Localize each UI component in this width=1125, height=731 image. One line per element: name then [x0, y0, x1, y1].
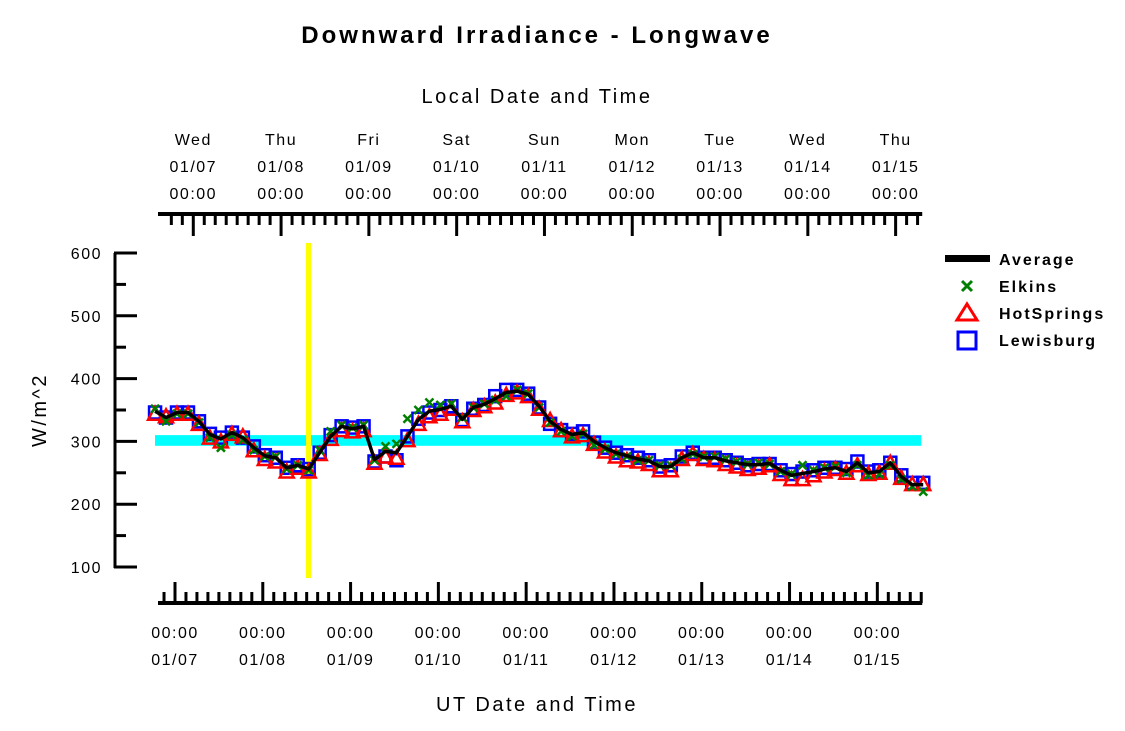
- data-point-elkins: [852, 460, 863, 471]
- legend-label: Average: [999, 252, 1076, 269]
- plot-area: [145, 382, 933, 497]
- top-tick-day: Fri: [357, 132, 380, 149]
- data-point-hotsprings: [354, 420, 373, 438]
- top-tick-date: 01/10: [433, 159, 481, 176]
- bottom-tick-date: 01/13: [678, 652, 726, 669]
- top-axis-label: Local Date and Time: [422, 86, 653, 108]
- data-point-hotsprings: [321, 429, 340, 447]
- top-tick-day: Tue: [704, 132, 735, 149]
- data-point-hotsprings: [793, 469, 812, 487]
- data-point-elkins: [797, 460, 808, 471]
- y-tick-label: 500: [71, 309, 102, 326]
- legend-x-icon: [960, 279, 974, 293]
- data-point-hotsprings: [299, 461, 318, 479]
- y-tick-label: 100: [71, 560, 102, 577]
- top-tick-date: 01/15: [872, 159, 920, 176]
- bottom-tick-date: 01/14: [766, 652, 814, 669]
- top-tick-day: Sat: [442, 132, 471, 149]
- data-point-hotsprings: [738, 459, 757, 477]
- top-tick-date: 01/11: [521, 159, 567, 176]
- data-point-lewisburg: [575, 424, 591, 439]
- top-tick-time: 00:00: [433, 186, 481, 203]
- top-tick-day: Thu: [265, 132, 297, 149]
- top-tick-time: 00:00: [521, 186, 569, 203]
- data-point-lewisburg: [246, 439, 262, 454]
- data-point-elkins: [402, 413, 413, 424]
- y-tick-label: 300: [71, 434, 102, 451]
- data-point-hotsprings: [387, 448, 406, 465]
- y-tick-label: 200: [71, 497, 102, 514]
- bottom-tick-date: 01/08: [239, 652, 287, 669]
- data-point-hotsprings: [749, 458, 768, 476]
- top-tick-day: Sun: [528, 132, 561, 149]
- data-point-elkins: [216, 442, 226, 453]
- top-tick-time: 00:00: [345, 186, 393, 203]
- data-point-elkins: [918, 486, 929, 497]
- top-tick-time: 00:00: [257, 186, 305, 203]
- reference-band-layer: [155, 243, 922, 578]
- bottom-tick-time: 00:00: [239, 625, 287, 642]
- top-tick-date: 01/08: [257, 159, 305, 176]
- y-tick-label: 600: [71, 246, 102, 263]
- top-tick-date: 01/14: [784, 159, 832, 176]
- series-line-average: [154, 389, 924, 487]
- bottom-tick-time: 00:00: [678, 625, 726, 642]
- top-tick-time: 00:00: [784, 186, 832, 203]
- legend-label: HotSprings: [999, 306, 1105, 323]
- bottom-tick-time: 00:00: [327, 625, 375, 642]
- top-tick-date: 01/13: [696, 159, 744, 176]
- reference-band: [155, 435, 922, 446]
- y-tick-label: 400: [71, 372, 102, 389]
- legend-line-icon: [945, 255, 990, 262]
- data-point-lewisburg: [400, 429, 415, 444]
- data-point-lewisburg: [850, 454, 865, 469]
- top-tick-day: Mon: [614, 132, 650, 149]
- data-point-elkins: [413, 405, 424, 415]
- data-point-hotsprings: [804, 465, 823, 483]
- data-point-hotsprings: [650, 460, 669, 478]
- bottom-tick-date: 01/11: [503, 652, 549, 669]
- top-tick-time: 00:00: [872, 186, 920, 203]
- bottom-tick-date: 01/07: [151, 652, 199, 669]
- legend-square-icon: [956, 330, 978, 351]
- data-point-elkins: [161, 416, 171, 427]
- top-tick-time: 00:00: [170, 186, 218, 203]
- data-point-hotsprings: [562, 426, 582, 444]
- top-tick-day: Thu: [880, 132, 912, 149]
- top-tick-date: 01/07: [170, 159, 218, 176]
- top-tick-time: 00:00: [608, 186, 656, 203]
- data-point-hotsprings: [782, 469, 801, 487]
- data-point-hotsprings: [727, 456, 746, 474]
- top-tick-date: 01/09: [345, 159, 393, 176]
- bottom-tick-date: 01/12: [590, 652, 638, 669]
- x-axis-label: UT Date and Time: [436, 694, 638, 716]
- bottom-tick-time: 00:00: [854, 625, 902, 642]
- bottom-tick-date: 01/15: [854, 652, 902, 669]
- y-axis-label: W/m^2: [29, 373, 51, 447]
- bottom-tick-time: 00:00: [502, 625, 550, 642]
- chart-title: Downward Irradiance - Longwave: [301, 22, 772, 49]
- top-tick-day: Wed: [175, 132, 212, 149]
- data-point-hotsprings: [716, 454, 735, 472]
- legend-label: Elkins: [999, 279, 1058, 296]
- legend: Average Elkins HotSprings Lewisburg: [945, 252, 1105, 351]
- top-tick-time: 00:00: [696, 186, 744, 203]
- bottom-tick-time: 00:00: [415, 625, 463, 642]
- axes: 600 500 400 300 200 100 00:00 01/07 00:00 01/08 00…: [71, 132, 923, 669]
- bottom-tick-date: 01/09: [327, 652, 375, 669]
- bottom-tick-date: 01/10: [415, 652, 463, 669]
- data-point-hotsprings: [661, 460, 680, 478]
- top-tick-date: 01/12: [608, 159, 656, 176]
- data-point-elkins: [380, 441, 391, 452]
- bottom-tick-time: 00:00: [766, 625, 814, 642]
- top-tick-day: Wed: [789, 132, 826, 149]
- bottom-tick-time: 00:00: [590, 625, 638, 642]
- legend-triangle-icon: [954, 301, 980, 322]
- legend-label: Lewisburg: [999, 333, 1097, 350]
- data-point-elkins: [424, 397, 435, 408]
- bottom-tick-time: 00:00: [151, 625, 199, 642]
